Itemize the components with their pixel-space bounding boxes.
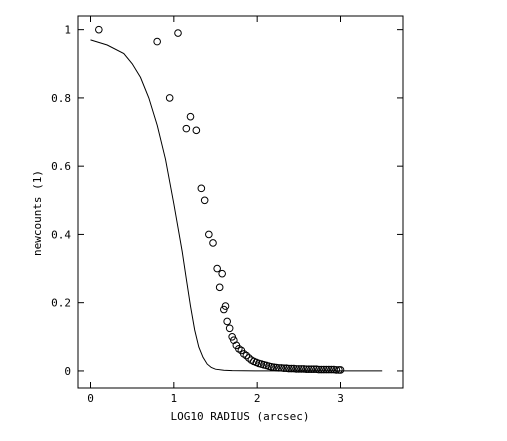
y-axis-ticks: 0 0.2 0.4 0.6 0.8 1 xyxy=(51,24,403,378)
data-point xyxy=(218,269,226,278)
plot-frame xyxy=(77,15,404,389)
data-point xyxy=(174,29,182,37)
data-point xyxy=(307,365,316,374)
data-point xyxy=(245,354,253,362)
data-point xyxy=(322,365,331,374)
data-point xyxy=(305,365,313,374)
data-point xyxy=(192,126,201,135)
x-axis-label: LOG10 RADIUS (arcsec) xyxy=(170,410,309,423)
y-tick-label: 0.6 xyxy=(51,160,71,173)
y-tick-label: 0.8 xyxy=(51,92,71,105)
data-point xyxy=(182,124,191,133)
x-tick-label: 2 xyxy=(254,392,261,405)
data-point xyxy=(221,302,230,310)
data-point xyxy=(295,365,303,373)
data-point xyxy=(242,351,251,360)
y-tick-label: 1 xyxy=(64,24,71,37)
data-point xyxy=(215,283,224,292)
y-tick-label: 0.4 xyxy=(51,228,71,241)
y-tick-label: 0 xyxy=(64,365,71,378)
data-point xyxy=(285,364,293,373)
data-point xyxy=(282,364,291,373)
data-point xyxy=(315,365,323,374)
data-series xyxy=(90,25,383,374)
data-point xyxy=(332,366,341,374)
x-tick-label: 0 xyxy=(87,392,94,405)
data-point xyxy=(165,94,174,102)
x-axis-ticks: 0 1 2 3 xyxy=(87,16,344,405)
data-point xyxy=(186,112,195,121)
data-point xyxy=(302,365,311,374)
data-point xyxy=(310,365,318,374)
data-point xyxy=(325,365,333,374)
y-tick-label: 0.2 xyxy=(51,297,71,310)
data-point xyxy=(205,230,213,239)
data-point xyxy=(287,364,296,373)
data-point xyxy=(213,264,221,273)
data-point xyxy=(197,184,206,193)
data-point xyxy=(320,365,328,374)
y-axis-label: newcounts (1) xyxy=(31,170,44,256)
x-tick-label: 1 xyxy=(171,392,178,405)
x-tick-label: 3 xyxy=(337,392,344,405)
data-point xyxy=(297,365,306,373)
data-point xyxy=(209,239,217,247)
data-point xyxy=(317,365,326,374)
data-point xyxy=(267,363,276,371)
data-point xyxy=(312,365,321,374)
data-point xyxy=(300,365,308,373)
data-point xyxy=(336,366,345,374)
data-point xyxy=(153,37,161,46)
data-point xyxy=(95,25,103,34)
data-point xyxy=(223,317,231,326)
data-point xyxy=(290,364,298,373)
data-point xyxy=(200,196,209,205)
model-curve-line xyxy=(90,39,383,372)
data-point xyxy=(225,324,234,333)
data-point xyxy=(327,365,336,374)
data-point xyxy=(292,365,301,373)
data-point xyxy=(280,364,288,373)
